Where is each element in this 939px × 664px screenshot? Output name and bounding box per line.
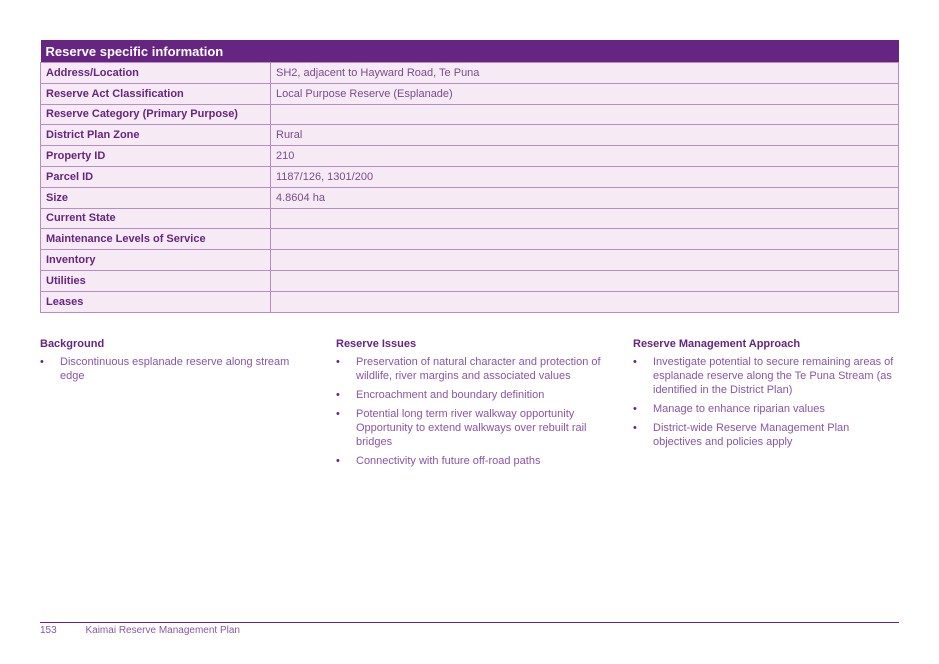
row-value: 4.8604 ha: [270, 186, 899, 209]
table-row: Property ID 210: [40, 145, 899, 167]
list-item: • Preservation of natural character and p…: [336, 355, 606, 383]
list-item: • Encroachment and boundary definition: [336, 388, 606, 402]
row-value: [270, 269, 899, 292]
row-label: Size: [40, 186, 271, 209]
row-label: Reserve Act Classification: [40, 82, 271, 105]
row-label: Leases: [40, 290, 271, 313]
item-text: Discontinuous esplanade reserve along st…: [60, 356, 290, 382]
section-title: Background: [40, 338, 105, 350]
section-reserve-issues: Reserve Issues • Preservation of natural c…: [336, 338, 606, 473]
table-row: Reserve Category (Primary Purpose): [40, 103, 899, 126]
table-row: Address/Location SH2, adjacent to Hayward…: [40, 62, 899, 84]
item-text: Encroachment and boundary definition: [356, 389, 545, 401]
list-item: • Manage to enhance riparian values: [633, 402, 899, 416]
section-background: Background • Discontinuous esplanade reser…: [40, 338, 308, 388]
bullet-icon: •: [633, 403, 637, 415]
item-text: District-wide Reserve Management Plan ob…: [653, 422, 850, 448]
row-value: SH2, adjacent to Hayward Road, Te Puna: [270, 62, 899, 84]
item-text: Preservation of natural character and pr…: [356, 356, 601, 382]
row-label: Address/Location: [40, 62, 271, 84]
list-item: • Investigate potential to secure remaini…: [633, 355, 899, 397]
bullet-icon: •: [336, 389, 340, 401]
row-value: [270, 207, 899, 230]
row-label: Property ID: [40, 145, 271, 167]
table-row: Size 4.8604 ha: [40, 186, 899, 209]
table-title: Reserve specific information: [40, 40, 899, 63]
bullet-icon: •: [633, 356, 637, 368]
row-value: Rural: [270, 124, 899, 147]
table-row: District Plan Zone Rural: [40, 124, 899, 147]
table-row: Parcel ID 1187/126, 1301/200: [40, 165, 899, 188]
reserve-info-table: Reserve specific information Address/Loc…: [40, 40, 899, 313]
section-title: Reserve Issues: [336, 338, 417, 350]
list-item: • District-wide Reserve Management Plan o…: [633, 421, 899, 449]
list-item: • Potential long term river walkway oppor…: [336, 407, 606, 449]
row-value: [270, 290, 899, 313]
row-label: Maintenance Levels of Service: [40, 228, 271, 251]
section-management-approach: Reserve Management Approach • Investigate …: [633, 338, 899, 454]
section-title: Reserve Management Approach: [633, 338, 801, 350]
table-row: Leases: [40, 290, 899, 313]
bullet-list: • Discontinuous esplanade reserve along s…: [40, 355, 308, 383]
row-label: Utilities: [40, 269, 271, 292]
row-value: Local Purpose Reserve (Esplanade): [270, 82, 899, 105]
table-row: Reserve Act Classification Local Purpose …: [40, 82, 899, 105]
row-label: Inventory: [40, 249, 271, 271]
item-text: Investigate potential to secure remainin…: [653, 356, 894, 396]
row-label: Reserve Category (Primary Purpose): [40, 103, 271, 126]
bullet-list: • Investigate potential to secure remaini…: [633, 355, 899, 449]
document-title: Kaimai Reserve Management Plan: [85, 625, 240, 636]
row-label: Parcel ID: [40, 165, 271, 188]
bullet-icon: •: [633, 422, 637, 434]
bullet-icon: •: [40, 356, 44, 368]
page-number: 153: [40, 625, 57, 636]
footer: 153 Kaimai Reserve Management Plan: [40, 622, 899, 636]
bullet-icon: •: [336, 455, 340, 467]
table-row: Inventory: [40, 249, 899, 271]
row-label: District Plan Zone: [40, 124, 271, 147]
row-label: Current State: [40, 207, 271, 230]
list-item: • Connectivity with future off-road paths: [336, 454, 606, 468]
table-row: Current State: [40, 207, 899, 230]
row-value: [270, 103, 899, 126]
bullet-icon: •: [336, 356, 340, 368]
item-text: Potential long term river walkway opport…: [356, 408, 587, 448]
table-row: Maintenance Levels of Service: [40, 228, 899, 251]
bullet-list: • Preservation of natural character and p…: [336, 355, 606, 468]
item-text: Connectivity with future off-road paths: [356, 455, 541, 467]
row-value: [270, 228, 899, 251]
row-value: 1187/126, 1301/200: [270, 165, 899, 188]
bullet-icon: •: [336, 408, 340, 420]
item-text: Manage to enhance riparian values: [653, 403, 825, 415]
table-row: Utilities: [40, 269, 899, 292]
row-value: [270, 249, 899, 271]
list-item: • Discontinuous esplanade reserve along s…: [40, 355, 308, 383]
row-value: 210: [270, 145, 899, 167]
